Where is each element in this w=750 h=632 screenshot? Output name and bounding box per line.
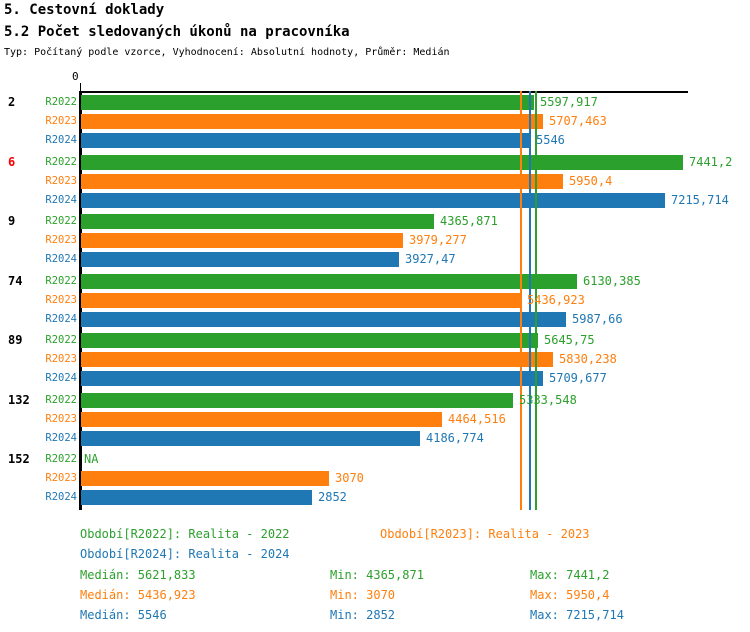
series-label: R2022 — [45, 334, 77, 346]
group-label: 74 — [8, 274, 23, 288]
stat-median-r2024: Medián: 5546 — [80, 608, 167, 622]
series-label: R2023 — [45, 115, 77, 127]
bar — [81, 333, 538, 348]
series-label: R2022 — [45, 275, 77, 287]
bar-value-label: 4186,774 — [426, 431, 484, 445]
group-label: 152 — [8, 452, 30, 466]
bar — [81, 490, 312, 505]
bar — [81, 214, 434, 229]
series-label: R2023 — [45, 353, 77, 365]
median-line — [520, 91, 522, 510]
series-label: R2022 — [45, 394, 77, 406]
median-line — [529, 91, 531, 510]
stat-min-r2022: Min: 4365,871 — [330, 568, 424, 582]
group-label: 2 — [8, 95, 16, 109]
legend-entry-r2022: Období[R2022]: Realita - 2022 — [80, 527, 290, 541]
bar-value-label: 5709,677 — [549, 371, 607, 385]
series-label: R2023 — [45, 472, 77, 484]
series-label: R2024 — [45, 372, 77, 384]
series-label: R2022 — [45, 453, 77, 465]
bar — [81, 431, 420, 446]
bar — [81, 133, 530, 148]
bar-value-label: 5645,75 — [544, 333, 595, 347]
axis-origin-tick — [80, 83, 81, 91]
bar — [81, 252, 399, 267]
series-label: R2023 — [45, 413, 77, 425]
bar-value-label: 5950,4 — [569, 174, 613, 188]
bar-value-label: 5987,66 — [572, 312, 623, 326]
series-label: R2023 — [45, 234, 77, 246]
bar-value-label: 5436,923 — [527, 293, 585, 307]
stat-max-r2023: Max: 5950,4 — [530, 588, 610, 602]
chart-title: 5. Cestovní doklady — [4, 2, 165, 18]
stat-max-r2022: Max: 7441,2 — [530, 568, 610, 582]
bar-value-label: 4365,871 — [440, 214, 498, 228]
group-label: 132 — [8, 393, 30, 407]
bar-value-label: 3927,47 — [405, 252, 456, 266]
bar — [81, 155, 683, 170]
bar — [81, 114, 543, 129]
bar-value-label: 3070 — [335, 471, 364, 485]
bar — [81, 174, 563, 189]
legend-entry-r2024: Období[R2024]: Realita - 2024 — [80, 547, 290, 561]
bar-value-label: 7215,714 — [671, 193, 729, 207]
bar — [81, 393, 513, 408]
median-line — [535, 91, 537, 510]
bar-value-label: 5707,463 — [549, 114, 607, 128]
group-label: 89 — [8, 333, 23, 347]
series-label: R2023 — [45, 175, 77, 187]
bar — [81, 233, 403, 248]
group-label: 6 — [8, 155, 16, 169]
bar-value-label: 2852 — [318, 490, 347, 504]
bar — [81, 193, 665, 208]
bar — [81, 471, 329, 486]
stat-max-r2024: Max: 7215,714 — [530, 608, 624, 622]
axis-origin-label: 0 — [72, 70, 79, 83]
bar-value-label: NA — [84, 452, 99, 466]
series-label: R2024 — [45, 313, 77, 325]
bar-value-label: 3979,277 — [409, 233, 467, 247]
legend-entry-r2023: Období[R2023]: Realita - 2023 — [380, 527, 590, 541]
bar — [81, 95, 534, 110]
bar-value-label: 5830,238 — [559, 352, 617, 366]
stat-median-r2023: Medián: 5436,923 — [80, 588, 196, 602]
chart-parameters-text: Typ: Počítaný podle vzorce, Vyhodnocení:… — [4, 47, 450, 58]
x-axis-line — [79, 91, 688, 93]
group-label: 9 — [8, 214, 16, 228]
series-label: R2024 — [45, 491, 77, 503]
series-label: R2024 — [45, 194, 77, 206]
bar — [81, 352, 553, 367]
stat-min-r2023: Min: 3070 — [330, 588, 396, 602]
bar — [81, 371, 543, 386]
bar-value-label: 5597,917 — [540, 95, 598, 109]
series-label: R2024 — [45, 134, 77, 146]
y-axis-line — [79, 91, 82, 510]
bar — [81, 293, 521, 308]
chart-subtitle-heading: 5.2 Počet sledovaných úkonů na pracovník… — [4, 24, 350, 40]
stat-min-r2024: Min: 2852 — [330, 608, 396, 622]
series-label: R2022 — [45, 215, 77, 227]
bar — [81, 412, 442, 427]
series-label: R2023 — [45, 294, 77, 306]
series-label: R2024 — [45, 253, 77, 265]
bar — [81, 312, 566, 327]
stat-median-r2022: Medián: 5621,833 — [80, 568, 196, 582]
bar-value-label: 4464,516 — [448, 412, 506, 426]
bar-value-label: 7441,2 — [689, 155, 733, 169]
series-label: R2022 — [45, 96, 77, 108]
bar-value-label: 6130,385 — [583, 274, 641, 288]
series-label: R2022 — [45, 156, 77, 168]
bar-value-label: 5333,548 — [519, 393, 577, 407]
series-label: R2024 — [45, 432, 77, 444]
bar — [81, 274, 577, 289]
bar-value-label: 5546 — [536, 133, 565, 147]
